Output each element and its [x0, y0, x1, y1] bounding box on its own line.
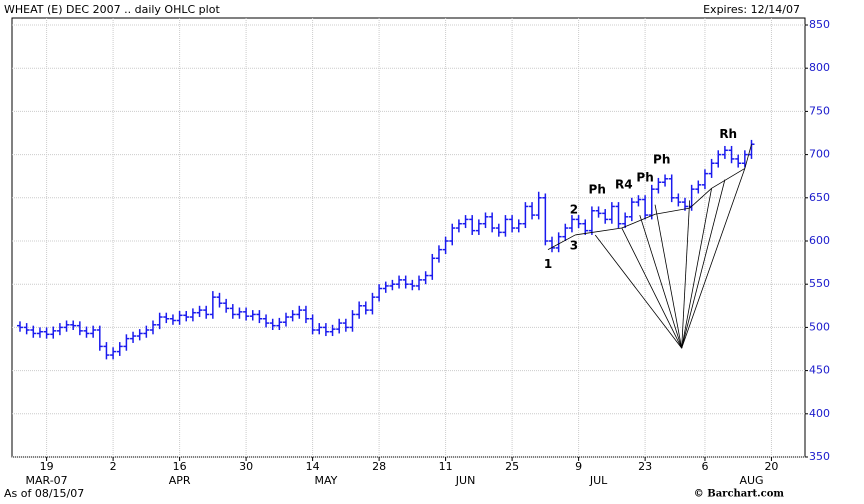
y-tick-label: 350 [809, 450, 830, 463]
y-tick-label: 400 [809, 407, 830, 420]
x-tick-label: 19 [40, 460, 54, 473]
trendline [681, 168, 746, 349]
y-tick-label: 650 [809, 191, 830, 204]
trendline [681, 188, 712, 349]
annotation: Ph [589, 183, 606, 197]
y-tick-label: 500 [809, 320, 830, 333]
x-tick-label: 25 [505, 460, 519, 473]
x-tick-label: 6 [701, 460, 708, 473]
month-label: JUL [589, 474, 608, 487]
x-tick-label: 2 [110, 460, 117, 473]
expires: Expires: 12/14/07 [703, 3, 800, 16]
annotation: 2 [570, 202, 578, 216]
y-tick-label: 850 [809, 18, 830, 31]
x-tick-label: 14 [306, 460, 320, 473]
plot-frame [11, 17, 806, 458]
month-label: APR [169, 474, 191, 487]
x-tick-label: 11 [439, 460, 453, 473]
as-of: As of 08/15/07 [4, 487, 84, 500]
annotation: Ph [636, 170, 653, 184]
x-tick-label: 9 [575, 460, 582, 473]
annotation: Ph [653, 152, 670, 166]
y-tick-label: 800 [809, 61, 830, 74]
y-tick-label: 750 [809, 104, 830, 117]
chart-title: WHEAT (E) DEC 2007 .. daily OHLC plot [4, 3, 220, 16]
x-tick-label: 16 [173, 460, 187, 473]
trendline [621, 213, 656, 229]
trendline [689, 187, 712, 209]
trendline [681, 200, 691, 349]
trendline [681, 179, 726, 349]
trendline [655, 207, 690, 215]
x-tick-label: 28 [372, 460, 386, 473]
annotation: 1 [544, 257, 552, 271]
month-label: MAY [314, 474, 337, 487]
source: © Barchart.com [694, 489, 785, 500]
trendline [575, 227, 622, 236]
month-label: MAR-07 [26, 474, 68, 487]
trendline [621, 227, 683, 349]
y-tick-label: 600 [809, 234, 830, 247]
month-label: AUG [739, 474, 763, 487]
month-label: JUN [455, 474, 476, 487]
x-tick-label: 20 [764, 460, 778, 473]
x-tick-label: 30 [239, 460, 253, 473]
trendline [711, 168, 746, 189]
y-tick-label: 450 [809, 364, 830, 377]
y-tick-label: 550 [809, 277, 830, 290]
trendline [639, 214, 683, 349]
trendline [547, 234, 576, 250]
trendline [744, 144, 752, 169]
x-tick-label: 23 [638, 460, 652, 473]
y-tick-label: 700 [809, 148, 830, 161]
trendline [594, 234, 682, 349]
annotation: R4 [615, 177, 633, 191]
annotation: Rh [719, 127, 737, 141]
trendline [654, 204, 683, 349]
annotation: 3 [570, 239, 578, 253]
